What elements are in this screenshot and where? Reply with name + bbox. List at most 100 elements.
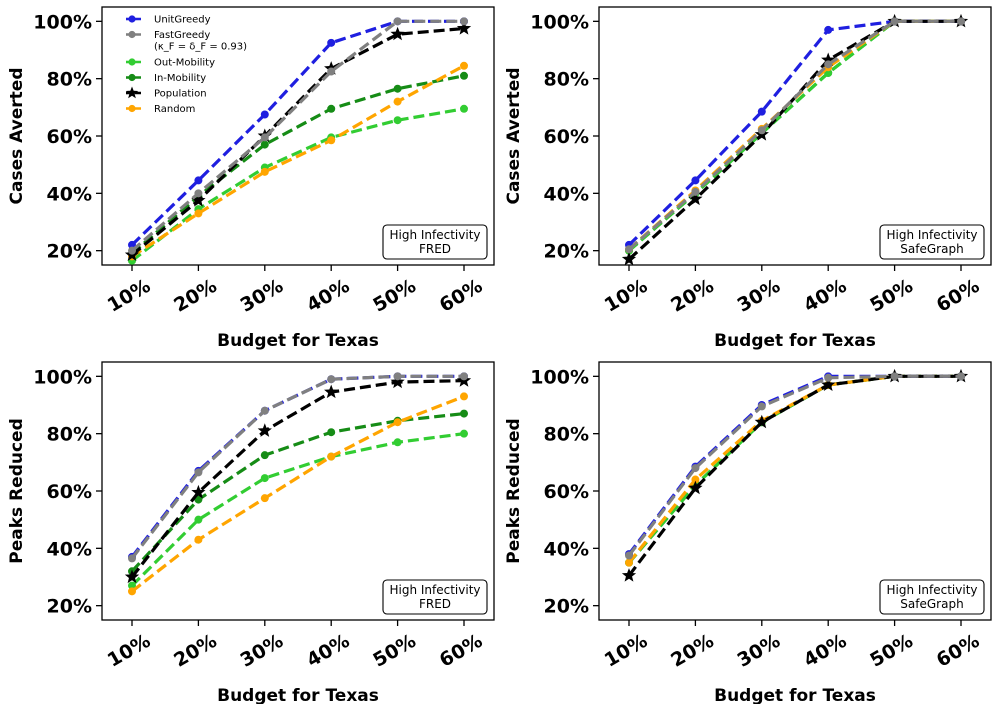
data-point-fastgreedy <box>890 372 899 381</box>
series-line-out-mobility <box>130 432 465 587</box>
series-line-random <box>131 64 465 258</box>
y-tick-label: 100% <box>530 11 589 33</box>
data-point-fastgreedy <box>625 245 633 254</box>
x-tick-label: 30% <box>734 275 784 317</box>
data-point-fastgreedy <box>957 372 965 381</box>
y-tick-label: 60% <box>544 126 589 148</box>
series-line-fastgreedy <box>130 19 464 252</box>
series-line-unitgreedy <box>130 374 464 558</box>
legend: UnitGreedy FastGreedy(κ_F = δ_F = 0.93) Ou… <box>125 15 247 115</box>
x-tick-label: 50% <box>866 275 916 317</box>
data-point-fastgreedy <box>691 464 700 473</box>
y-tick-label: 20% <box>544 596 589 618</box>
y-tick-label: 60% <box>544 481 589 503</box>
y-tick-label: 80% <box>47 424 92 446</box>
data-point-fastgreedy <box>460 372 468 381</box>
data-point-unitgreedy <box>260 110 269 119</box>
series-unitgreedy <box>128 372 468 561</box>
data-point-population <box>390 374 405 389</box>
x-tick-label: 20% <box>170 630 220 672</box>
annotation-frame <box>879 579 985 615</box>
series-line-unitgreedy <box>130 19 464 247</box>
series-fastgreedy <box>128 372 468 563</box>
y-tick-label: 80% <box>544 69 589 91</box>
y-tick-label: 80% <box>47 69 92 91</box>
data-point-fastgreedy <box>128 554 136 563</box>
series-population <box>621 368 969 582</box>
data-point-fastgreedy <box>393 372 402 381</box>
data-point-population <box>257 423 272 437</box>
series-out-mobility <box>625 17 965 255</box>
data-point-random <box>691 475 700 484</box>
series-unitgreedy <box>625 372 965 559</box>
data-point-in-mobility <box>460 409 468 418</box>
legend-marker <box>128 73 136 82</box>
legend-label: Population <box>154 89 207 100</box>
series-line-population <box>627 19 961 261</box>
data-point-in-mobility <box>460 71 468 80</box>
x-axis-label: Budget for Texas <box>714 331 876 351</box>
annotation-line: High Infectivity <box>886 228 977 242</box>
annotation-frame <box>382 579 488 615</box>
data-point-population <box>191 484 206 499</box>
data-point-unitgreedy <box>327 38 336 47</box>
data-point-population <box>456 21 472 35</box>
data-point-fastgreedy <box>691 187 700 196</box>
x-tick-label: 20% <box>667 630 717 672</box>
data-point-population <box>191 193 206 207</box>
data-point-unitgreedy <box>691 176 700 185</box>
data-point-fastgreedy <box>260 133 269 142</box>
x-tick-label: 30% <box>734 630 784 672</box>
series-line-in-mobility <box>130 74 465 255</box>
legend-marker <box>125 86 139 99</box>
data-point-random <box>460 61 468 70</box>
legend-entry-fastgreedy: FastGreedy(κ_F = δ_F = 0.93) <box>126 30 247 53</box>
x-tick-label: 50% <box>866 630 916 672</box>
data-point-population <box>124 569 140 584</box>
data-point-in-mobility <box>194 495 203 504</box>
x-tick-label: 60% <box>933 275 983 317</box>
data-point-unitgreedy <box>824 25 833 34</box>
y-tick-label: 20% <box>47 596 92 618</box>
annotation-line: SafeGraph <box>900 597 963 611</box>
y-tick-label: 100% <box>33 11 92 33</box>
y-tick-label: 60% <box>47 126 92 148</box>
data-point-out-mobility <box>460 429 468 438</box>
x-tick-label: 20% <box>667 275 717 317</box>
data-point-out-mobility <box>460 104 468 113</box>
data-point-random <box>393 418 402 427</box>
data-point-population <box>688 191 703 206</box>
series-random <box>625 17 965 254</box>
x-tick-label: 60% <box>436 275 486 317</box>
data-point-out-mobility <box>194 515 203 524</box>
series-line-population <box>130 26 465 257</box>
x-tick-label: 60% <box>436 630 486 672</box>
legend-entry-random: Random <box>126 104 195 115</box>
x-axis-label: Budget for Texas <box>217 686 379 704</box>
legend-marker <box>128 104 136 113</box>
y-tick-label: 100% <box>530 366 589 388</box>
y-tick-label: 100% <box>33 366 92 388</box>
y-axis-label: Cases Averted <box>504 67 524 204</box>
data-point-population <box>390 26 405 41</box>
data-point-fastgreedy <box>890 17 899 26</box>
data-point-unitgreedy <box>757 107 766 116</box>
data-point-population <box>324 384 339 399</box>
series-random <box>128 392 468 596</box>
legend-marker <box>128 58 136 66</box>
chart-panel-1: 20% 40% 60% 80% 100% 10% 20% 30% 40% 50% 60% Budget… <box>7 6 495 351</box>
series-random <box>625 372 965 567</box>
y-tick-label: 40% <box>544 538 589 560</box>
data-point-in-mobility <box>327 428 336 437</box>
annotation-line: SafeGraph <box>900 242 963 256</box>
y-tick-label: 40% <box>47 538 92 560</box>
x-tick-label: 50% <box>369 630 419 672</box>
legend-label-secondary: (κ_F = δ_F = 0.93) <box>154 42 247 53</box>
series-in-mobility <box>128 409 468 576</box>
data-point-random <box>194 209 203 218</box>
data-point-random <box>327 452 336 461</box>
legend-label: Out-Mobility <box>154 58 215 69</box>
